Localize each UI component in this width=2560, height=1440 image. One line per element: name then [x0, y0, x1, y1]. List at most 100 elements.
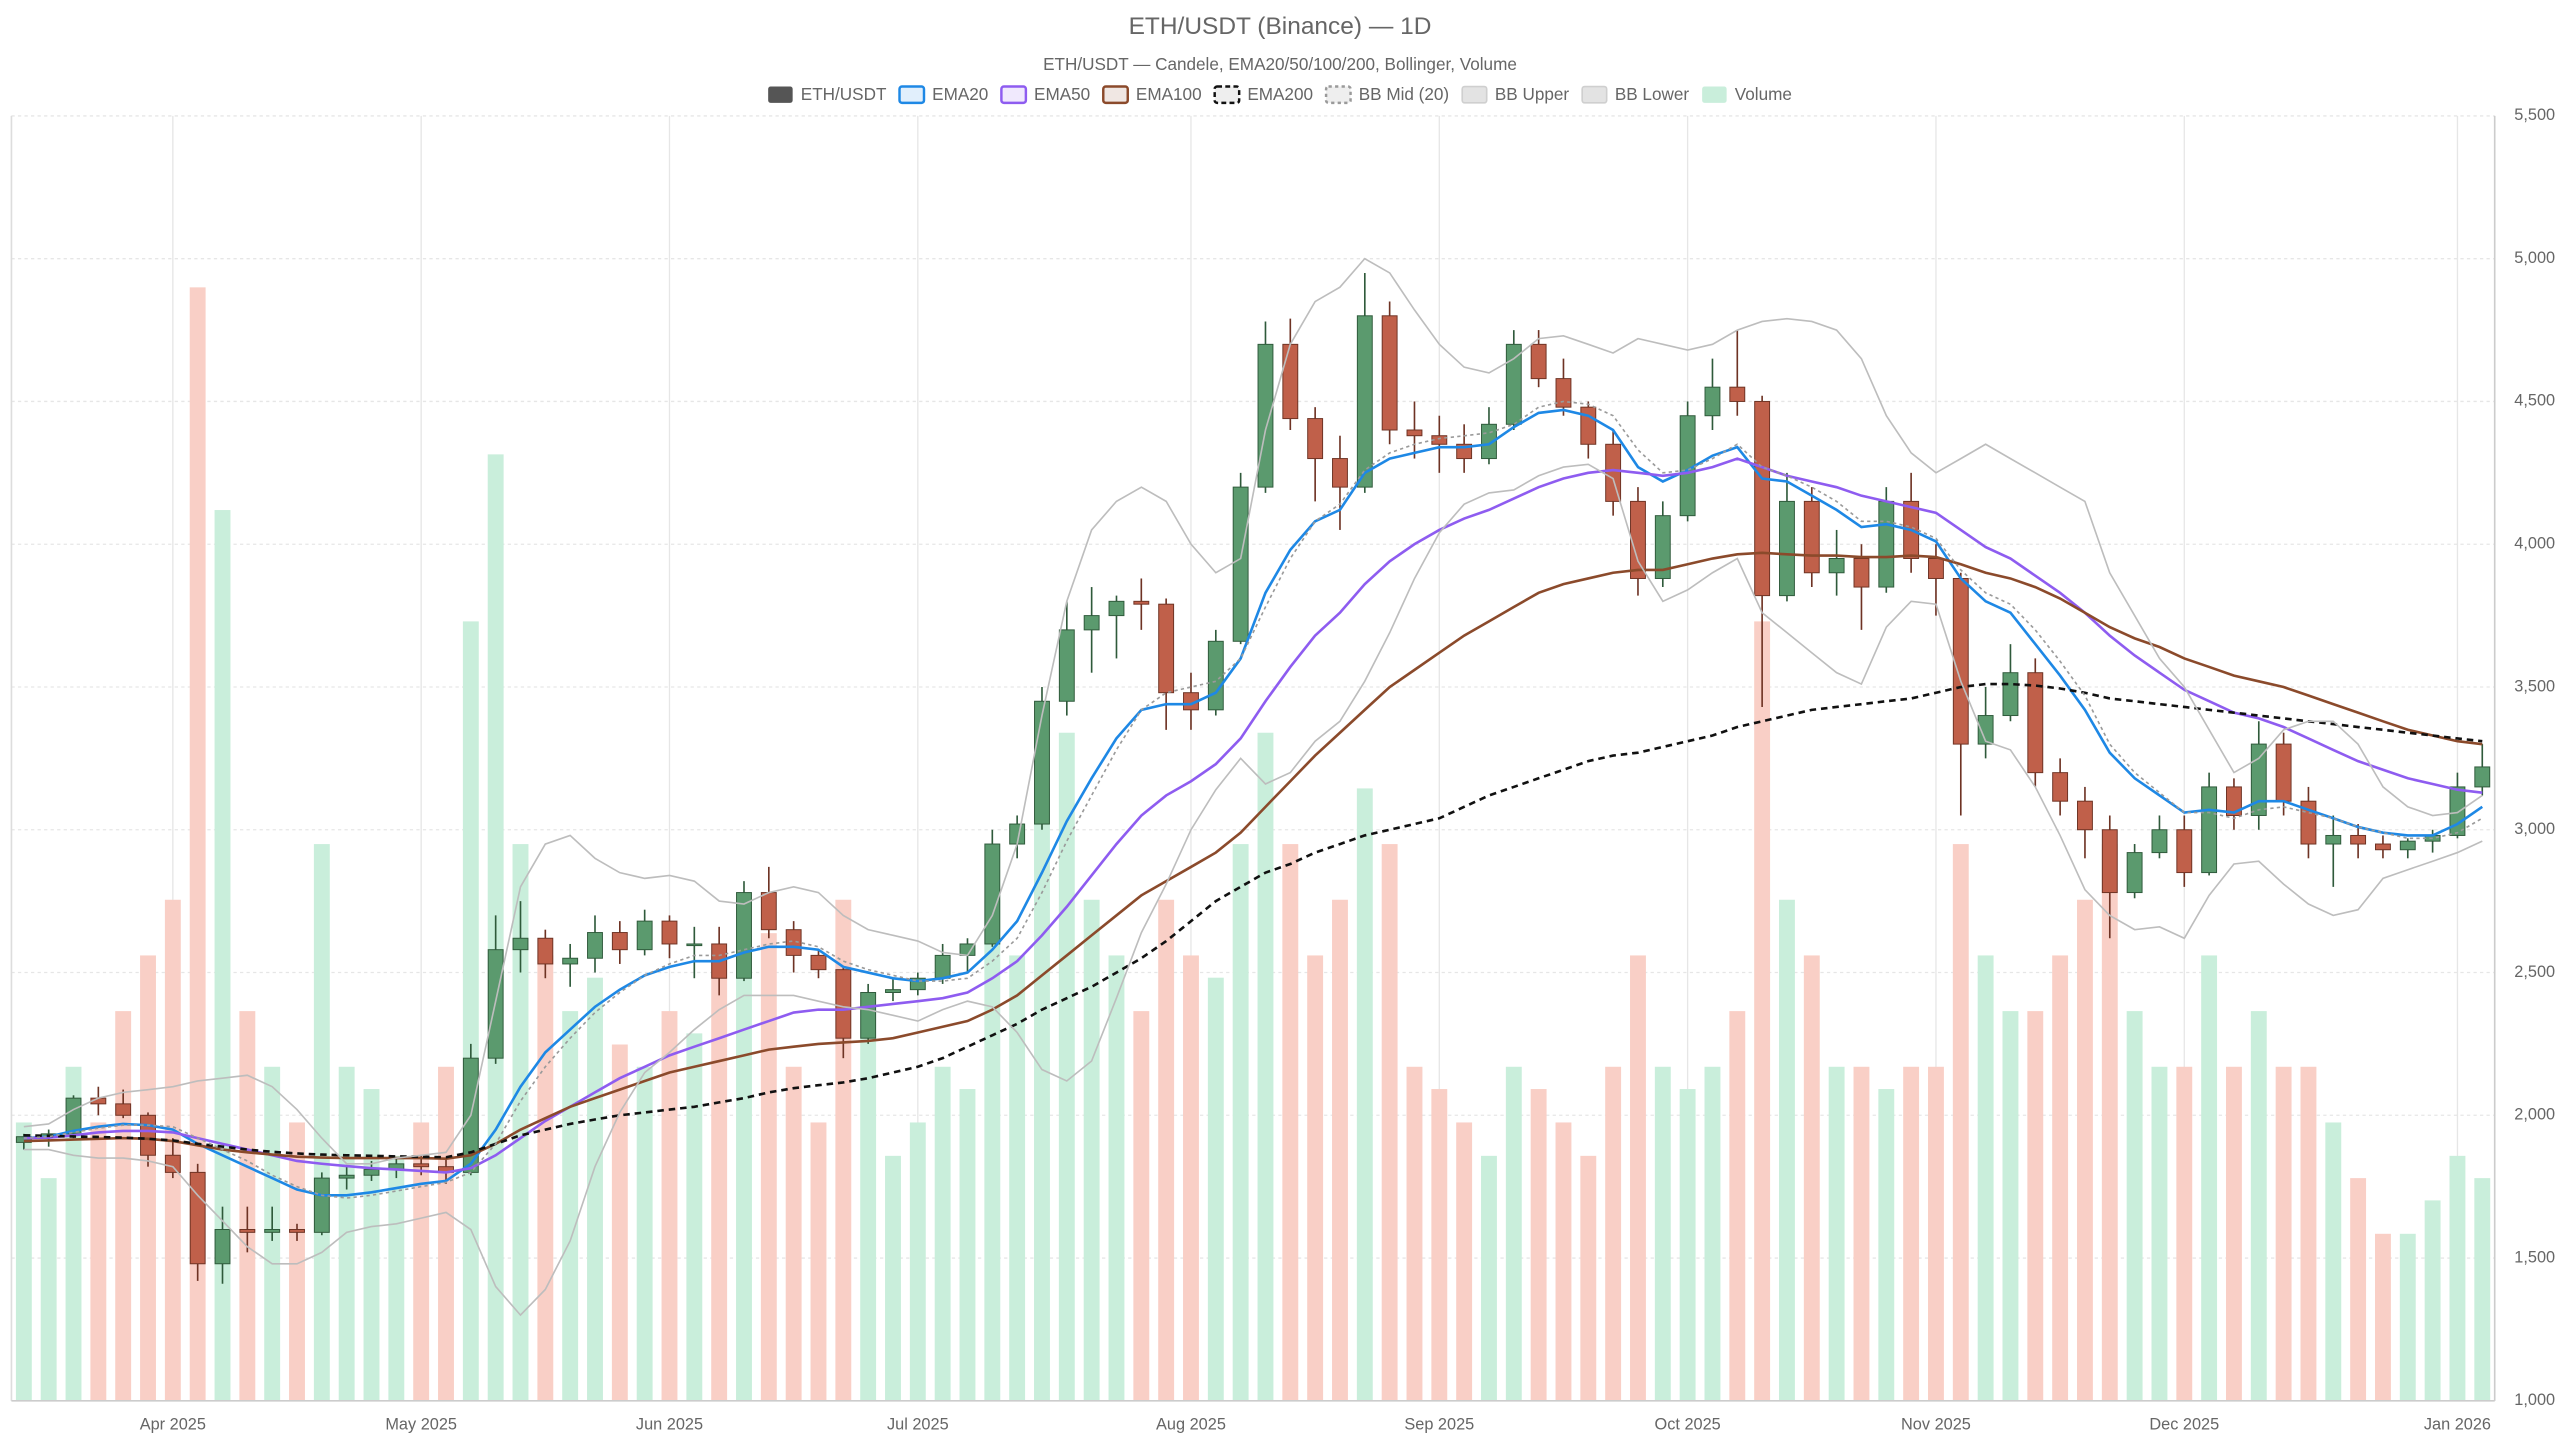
volume-bar	[1456, 1122, 1473, 1401]
volume-bar	[1977, 955, 1994, 1401]
candle-body	[65, 1097, 82, 1135]
candle-body	[115, 1103, 132, 1116]
indicator-line	[23, 682, 2483, 1159]
volume-bar	[1481, 1155, 1497, 1401]
x-tick-label: Aug 2025	[1156, 1416, 1226, 1434]
volume-bar	[860, 1011, 877, 1401]
volume-bar	[2449, 1155, 2466, 1401]
volume-bar	[934, 1066, 951, 1401]
volume-bar	[40, 1178, 57, 1401]
legend-item[interactable]: ETH/USDT	[768, 84, 887, 104]
candle-body	[1307, 418, 1324, 460]
volume-bar	[338, 1066, 355, 1401]
volume-bar	[1679, 1089, 1696, 1401]
candle-body	[587, 932, 603, 959]
legend-label: BB Mid (20)	[1359, 84, 1449, 104]
volume-bar	[363, 1089, 380, 1401]
volume-bar	[636, 1066, 653, 1401]
volume-bar	[1034, 788, 1050, 1401]
candle-body	[15, 1136, 32, 1143]
legend-swatch	[1000, 85, 1028, 105]
grid	[11, 115, 2495, 1402]
candle-body	[1232, 486, 1249, 642]
legend-label: EMA100	[1136, 84, 1202, 104]
volume-bar	[2002, 1011, 2019, 1401]
candle-body	[1158, 603, 1175, 694]
candle-body	[189, 1171, 206, 1265]
volume-bar	[1108, 955, 1125, 1401]
volume-bar	[115, 1011, 132, 1401]
volume-bar	[2300, 1066, 2317, 1401]
y-tick-label: 2,000	[2514, 1106, 2555, 1124]
volume-bar	[289, 1122, 305, 1401]
volume-bar	[2176, 1066, 2193, 1401]
volume-bar	[2052, 955, 2069, 1401]
volume-bar	[959, 1089, 976, 1401]
volume-bar	[1530, 1089, 1547, 1401]
y-tick-label: 5,000	[2514, 249, 2555, 267]
legend-item[interactable]: EMA50	[1000, 84, 1090, 105]
volume-bar	[1381, 844, 1398, 1401]
indicator-line	[23, 463, 2483, 1317]
volume-bar	[2399, 1233, 2416, 1401]
legend-item[interactable]: BB Mid (20)	[1324, 84, 1449, 105]
legend-item[interactable]: EMA200	[1213, 84, 1313, 105]
legend-item[interactable]: EMA100	[1102, 84, 1202, 105]
candle-body	[537, 937, 554, 965]
candle-body	[1133, 600, 1150, 605]
volume-bar	[736, 899, 752, 1401]
legend-item[interactable]: BB Lower	[1581, 84, 1689, 104]
x-tick-label: Oct 2025	[1655, 1416, 1721, 1434]
volume-bar	[2226, 1066, 2242, 1401]
candle-body	[1530, 343, 1547, 380]
candle-body	[1977, 715, 1994, 745]
candle-body	[1406, 429, 1423, 437]
candle-body	[1332, 458, 1348, 488]
legend-item[interactable]: EMA20	[898, 84, 989, 105]
candle-body	[2250, 743, 2267, 816]
axes: 1,000 1,500 2,000 2,500 3,000 3,500 4,000 4,500…	[10, 106, 2555, 1434]
volume-bar	[1630, 955, 1646, 1401]
volume-bar	[1903, 1066, 1920, 1401]
volume-bar	[438, 1066, 454, 1401]
legend-item[interactable]: Volume	[1702, 84, 1792, 104]
candle-body	[2350, 834, 2367, 845]
candle-body	[2151, 829, 2168, 854]
legend-item[interactable]: BB Upper	[1461, 84, 1569, 104]
volume-bar	[413, 1122, 430, 1401]
y-tick-label: 1,000	[2514, 1391, 2555, 1409]
legend-label: EMA20	[932, 84, 988, 104]
candle-body	[736, 892, 752, 979]
x-tick-label: Nov 2025	[1901, 1416, 1971, 1434]
candle-body	[885, 989, 901, 993]
volume-bar	[90, 1122, 107, 1401]
candle-body	[239, 1229, 256, 1233]
candle-body	[1207, 640, 1224, 711]
volume-bar	[1207, 977, 1224, 1401]
volume-bar	[512, 844, 529, 1401]
indicator-line	[23, 551, 2483, 1161]
x-tick-label: Dec 2025	[2149, 1416, 2219, 1434]
line-layer	[23, 257, 2484, 1317]
volume-bar	[313, 844, 330, 1401]
candle-body	[562, 957, 579, 965]
volume-bar	[1928, 1066, 1944, 1401]
y-tick-label: 5,500	[2514, 106, 2555, 124]
candle-body	[1555, 378, 1572, 408]
candle-body	[1605, 443, 1622, 502]
volume-bar	[1257, 732, 1274, 1401]
candle-body	[2201, 786, 2218, 874]
candle-body	[413, 1163, 430, 1168]
volume-bar	[1555, 1122, 1572, 1401]
volume-bar	[760, 933, 777, 1401]
legend[interactable]: ETH/USDT EMA20 EMA50 EMA100 EMA200 BB Mid (20…	[768, 84, 1792, 105]
candle-body	[1381, 315, 1398, 431]
candle-body	[835, 969, 852, 1039]
legend-swatch	[1213, 85, 1241, 105]
volume-bar	[537, 955, 554, 1401]
candle-body	[611, 932, 628, 951]
candle-body	[2275, 743, 2292, 802]
candle-body	[338, 1174, 355, 1179]
candle-body	[760, 892, 777, 931]
candle-body	[860, 992, 877, 1039]
